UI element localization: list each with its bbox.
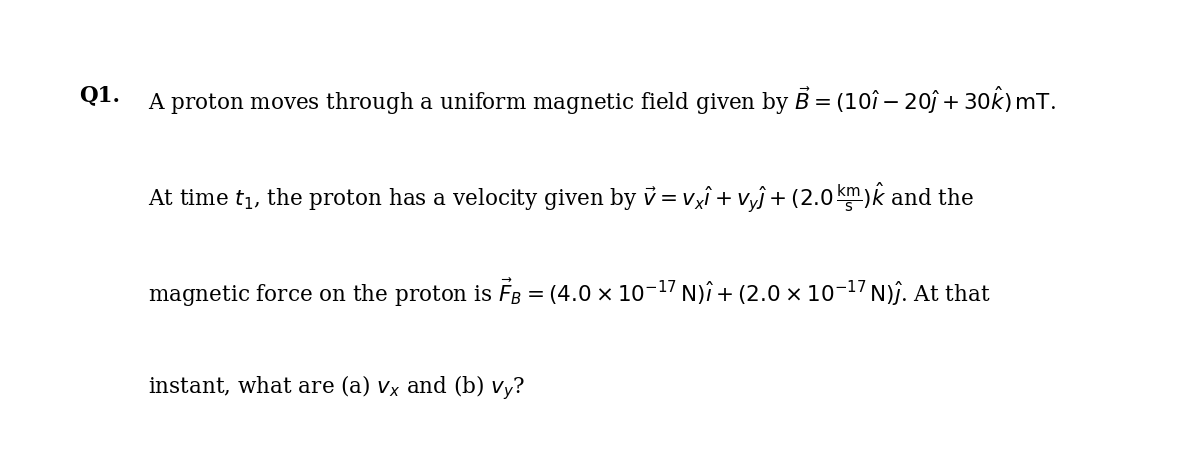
- Text: magnetic force on the proton is $\vec{F}_B = (4.0 \times 10^{-17}\,\mathrm{N})\h: magnetic force on the proton is $\vec{F}…: [148, 277, 991, 309]
- Text: instant, what are (a) $v_x$ and (b) $v_y$?: instant, what are (a) $v_x$ and (b) $v_y…: [148, 374, 526, 402]
- Text: At time $t_1$, the proton has a velocity given by $\vec{v} = v_x\hat{\imath} + v: At time $t_1$, the proton has a velocity…: [148, 181, 974, 215]
- Text: Q1.: Q1.: [79, 85, 120, 107]
- Text: A proton moves through a uniform magnetic field given by $\vec{B} = (10\hat{\ima: A proton moves through a uniform magneti…: [148, 85, 1056, 118]
